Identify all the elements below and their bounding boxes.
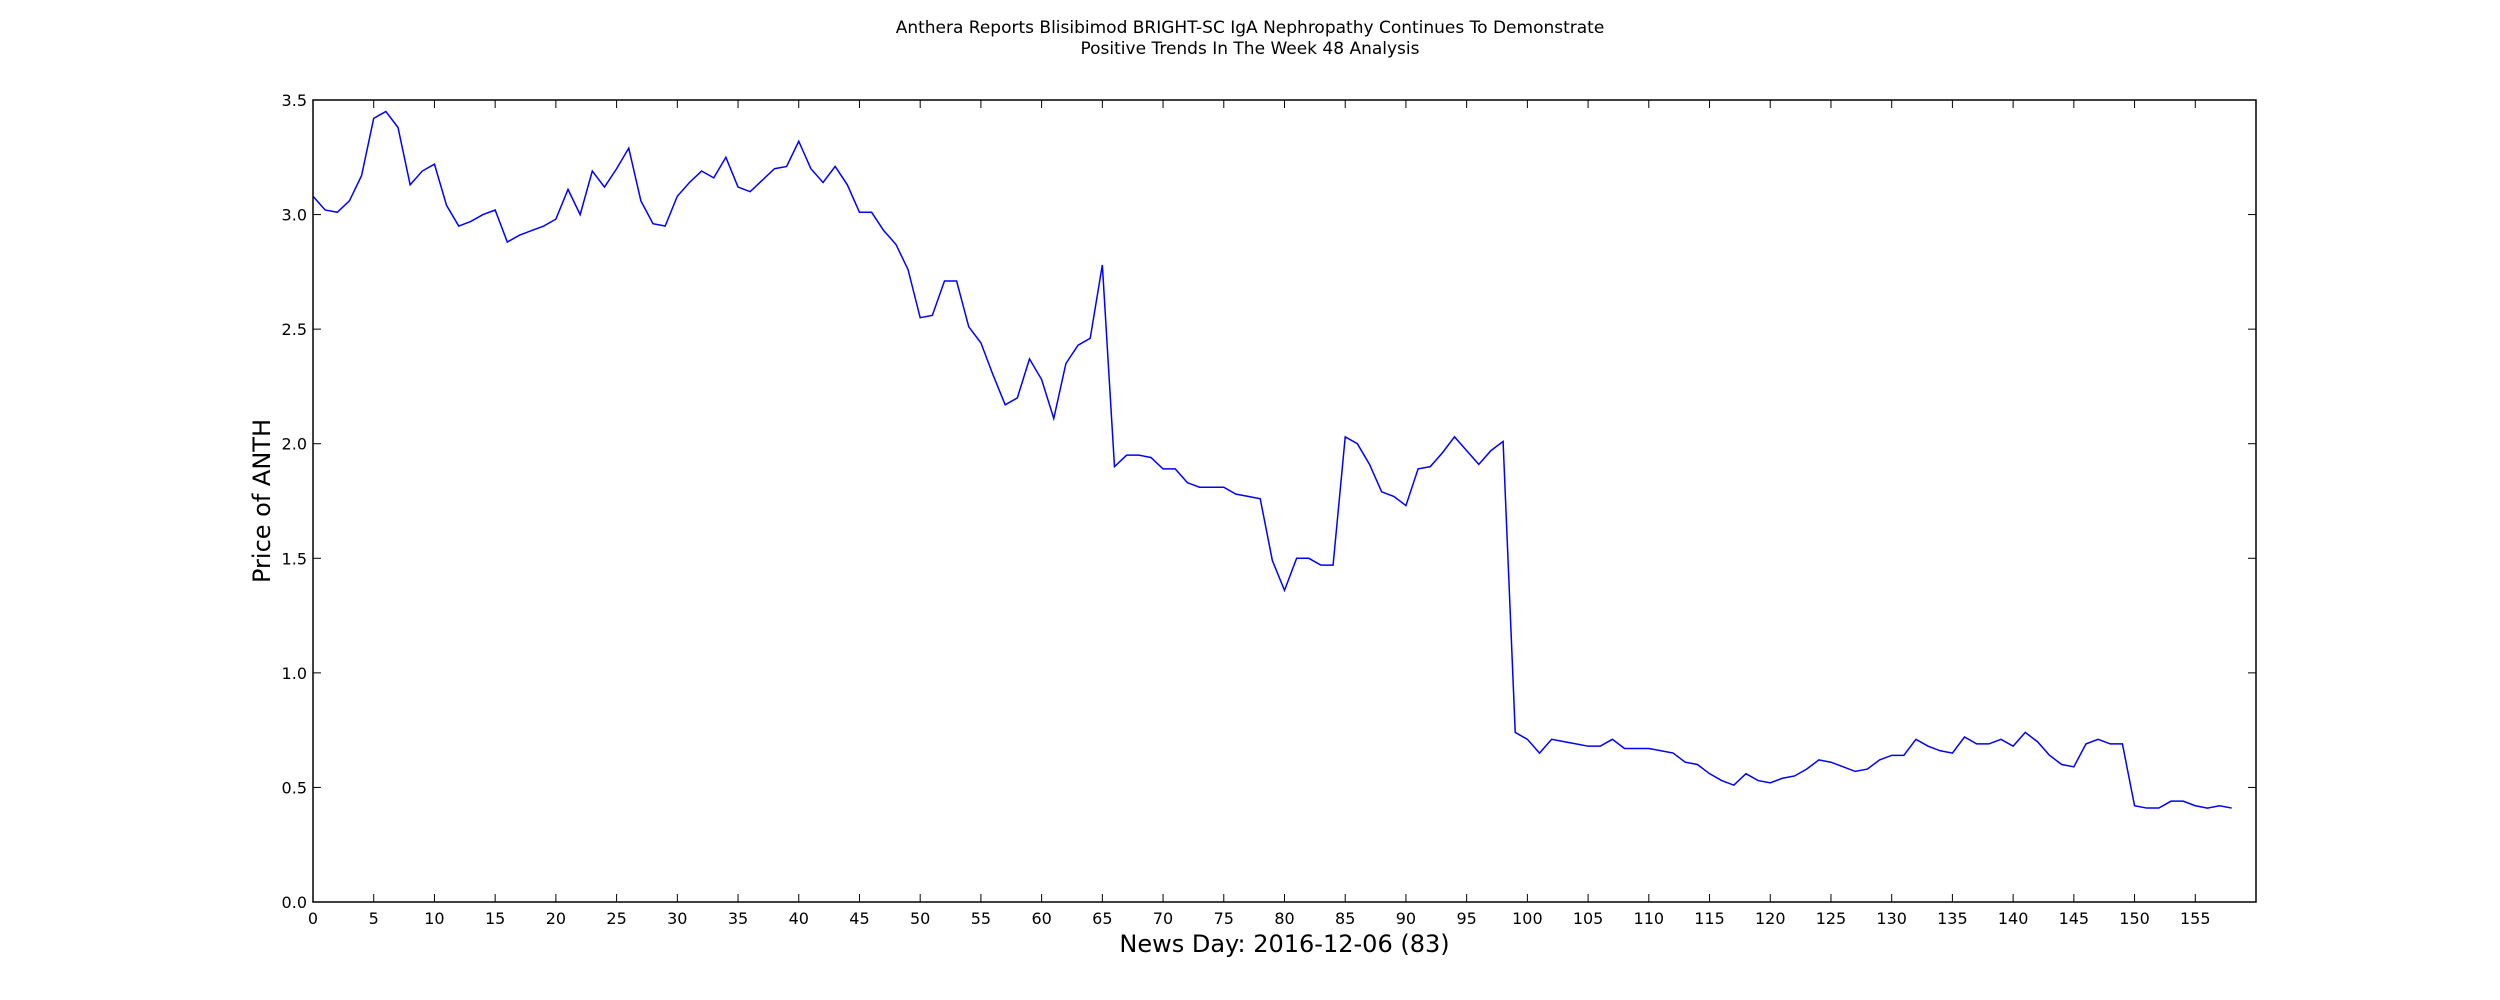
x-tick-label: 20 xyxy=(546,909,566,928)
x-tick-label: 40 xyxy=(789,909,809,928)
x-tick-label: 150 xyxy=(2119,909,2150,928)
x-tick-label: 70 xyxy=(1153,909,1173,928)
x-tick-label: 125 xyxy=(1816,909,1847,928)
x-tick-label: 155 xyxy=(2180,909,2211,928)
y-axis-ticks: 0.0 0.5 1.0 1.5 2.0 2.5 3.0 3.5 xyxy=(282,91,2256,912)
x-tick-label: 80 xyxy=(1274,909,1294,928)
x-tick-label: 130 xyxy=(1876,909,1907,928)
x-tick-label: 115 xyxy=(1694,909,1725,928)
x-tick-label: 60 xyxy=(1031,909,1051,928)
x-tick-label: 35 xyxy=(728,909,748,928)
x-tick-label: 100 xyxy=(1512,909,1543,928)
plot-frame xyxy=(312,99,2257,903)
x-tick-label: 45 xyxy=(849,909,869,928)
price-line xyxy=(312,110,2232,809)
chart-title-line-1: Anthera Reports Blisibimod BRIGHT-SC IgA… xyxy=(896,18,1605,38)
x-tick-label: 75 xyxy=(1214,909,1234,928)
y-tick-label: 3.5 xyxy=(282,91,307,110)
y-tick-label: 1.5 xyxy=(282,549,307,568)
x-tick-label: 85 xyxy=(1335,909,1355,928)
x-tick-label: 50 xyxy=(910,909,930,928)
y-tick-label: 1.0 xyxy=(282,664,307,683)
x-tick-label: 25 xyxy=(606,909,626,928)
x-tick-label: 55 xyxy=(971,909,991,928)
x-tick-label: 0 xyxy=(308,909,318,928)
y-axis-label: Price of ANTH xyxy=(248,419,276,583)
x-tick-label: 30 xyxy=(667,909,687,928)
x-axis-ticks: 0 5 10 15 20 25 30 35 40 45 50 55 60 65 70 75 80 85 90 95 10… xyxy=(308,100,2211,928)
x-tick-label: 105 xyxy=(1573,909,1604,928)
y-tick-label: 0.0 xyxy=(282,893,307,912)
x-tick-label: 15 xyxy=(485,909,505,928)
y-tick-label: 2.5 xyxy=(282,320,307,339)
x-tick-label: 135 xyxy=(1937,909,1968,928)
x-tick-label: 5 xyxy=(369,909,379,928)
x-tick-label: 140 xyxy=(1998,909,2029,928)
y-tick-label: 3.0 xyxy=(282,206,307,225)
y-tick-label: 0.5 xyxy=(282,778,307,797)
x-tick-label: 145 xyxy=(2059,909,2090,928)
x-tick-label: 110 xyxy=(1634,909,1665,928)
x-tick-label: 10 xyxy=(424,909,444,928)
chart-title-line-2: Positive Trends In The Week 48 Analysis xyxy=(1081,39,1420,59)
x-axis-label: News Day: 2016-12-06 (83) xyxy=(1119,930,1449,958)
x-tick-label: 90 xyxy=(1396,909,1416,928)
x-tick-label: 120 xyxy=(1755,909,1786,928)
y-tick-label: 2.0 xyxy=(282,435,307,454)
x-tick-label: 65 xyxy=(1092,909,1112,928)
x-tick-label: 95 xyxy=(1456,909,1476,928)
